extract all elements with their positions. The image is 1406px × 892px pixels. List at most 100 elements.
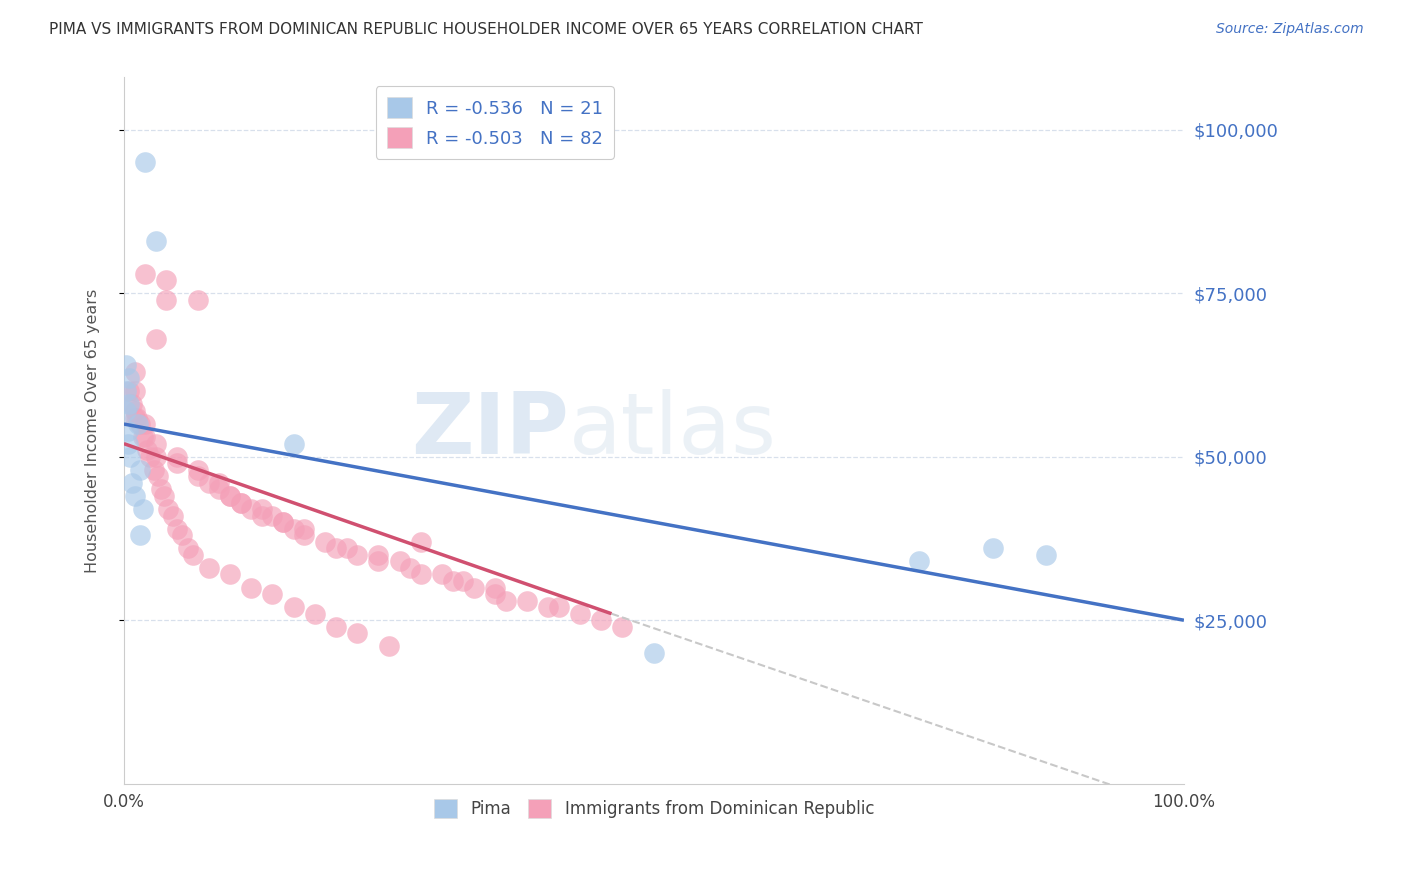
Point [117, 424, 139, 438]
Point [388, 554, 411, 568]
Point [430, 567, 453, 582]
Point [451, 574, 474, 588]
Point [146, 469, 169, 483]
Point [145, 332, 167, 346]
Point [325, 541, 347, 556]
Text: Source: ZipAtlas.com: Source: ZipAtlas.com [1216, 22, 1364, 37]
Point [187, 469, 209, 483]
Point [292, 528, 315, 542]
Point [219, 489, 242, 503]
Point [134, 155, 156, 169]
Point [441, 574, 464, 588]
Point [127, 417, 149, 431]
Point [172, 528, 194, 542]
Point [208, 483, 231, 497]
Point [250, 508, 273, 523]
Point [155, 293, 177, 307]
Point [157, 502, 180, 516]
Point [134, 430, 156, 444]
Point [495, 593, 517, 607]
Point [128, 528, 150, 542]
Point [463, 581, 485, 595]
Point [208, 475, 231, 490]
Point [115, 404, 138, 418]
Point [219, 489, 242, 503]
Text: atlas: atlas [569, 389, 778, 472]
Point [125, 410, 148, 425]
Point [283, 600, 305, 615]
Point [908, 554, 931, 568]
Point [121, 397, 143, 411]
Point [240, 581, 263, 595]
Point [124, 384, 146, 399]
Point [132, 502, 155, 516]
Point [118, 384, 141, 399]
Point [118, 397, 141, 411]
Point [181, 548, 204, 562]
Point [283, 522, 305, 536]
Point [124, 365, 146, 379]
Point [134, 417, 156, 431]
Point [589, 613, 612, 627]
Y-axis label: Householder Income Over 65 years: Householder Income Over 65 years [86, 288, 100, 573]
Point [399, 561, 422, 575]
Point [121, 475, 143, 490]
Point [166, 522, 188, 536]
Point [346, 548, 368, 562]
Point [145, 234, 167, 248]
Point [150, 483, 173, 497]
Point [378, 640, 401, 654]
Point [250, 502, 273, 516]
Point [283, 436, 305, 450]
Point [176, 541, 198, 556]
Point [335, 541, 357, 556]
Point [166, 450, 188, 464]
Point [547, 600, 569, 615]
Point [409, 534, 432, 549]
Point [124, 410, 146, 425]
Point [271, 515, 294, 529]
Point [229, 495, 252, 509]
Point [117, 436, 139, 450]
Point [981, 541, 1004, 556]
Point [115, 384, 138, 399]
Point [115, 358, 138, 372]
Point [187, 293, 209, 307]
Point [128, 417, 150, 431]
Point [139, 450, 162, 464]
Point [262, 508, 284, 523]
Point [484, 581, 506, 595]
Point [132, 430, 155, 444]
Point [136, 443, 159, 458]
Legend: Pima, Immigrants from Dominican Republic: Pima, Immigrants from Dominican Republic [427, 792, 880, 825]
Point [118, 371, 141, 385]
Point [187, 463, 209, 477]
Point [367, 548, 389, 562]
Point [409, 567, 432, 582]
Point [516, 593, 538, 607]
Point [197, 561, 219, 575]
Text: ZIP: ZIP [412, 389, 569, 472]
Point [610, 620, 633, 634]
Point [568, 607, 591, 621]
Point [153, 489, 176, 503]
Point [484, 587, 506, 601]
Point [262, 587, 284, 601]
Point [219, 567, 242, 582]
Point [124, 489, 146, 503]
Point [120, 450, 142, 464]
Point [367, 554, 389, 568]
Point [537, 600, 560, 615]
Point [271, 515, 294, 529]
Point [346, 626, 368, 640]
Point [240, 502, 263, 516]
Point [142, 463, 165, 477]
Point [155, 273, 177, 287]
Point [197, 475, 219, 490]
Point [643, 646, 665, 660]
Point [325, 620, 347, 634]
Point [128, 463, 150, 477]
Point [304, 607, 326, 621]
Point [124, 404, 146, 418]
Point [229, 495, 252, 509]
